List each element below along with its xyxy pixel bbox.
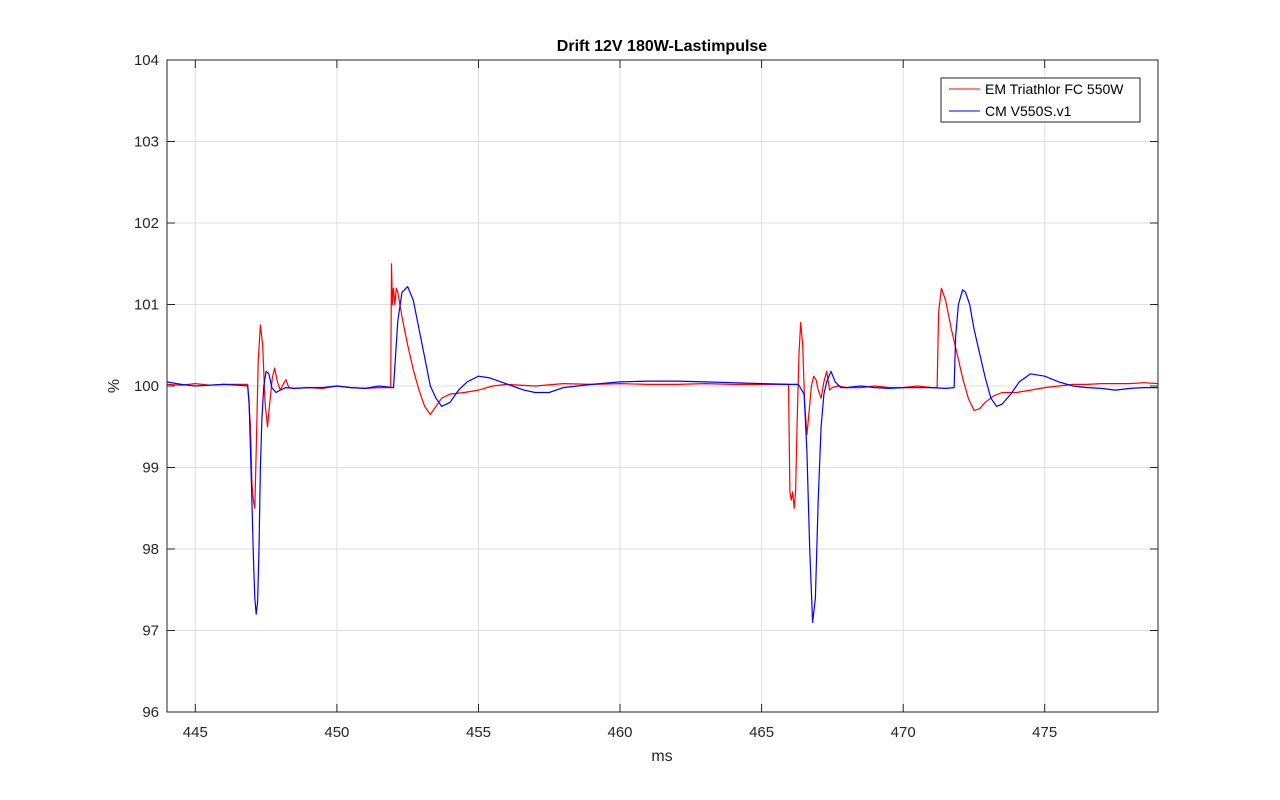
grid: [167, 60, 1158, 712]
x-tick-label: 470: [891, 724, 916, 741]
y-tick-label: 103: [134, 134, 159, 151]
y-tick-label: 101: [134, 297, 159, 314]
x-tick-label: 450: [324, 724, 349, 741]
y-tick-label: 96: [142, 704, 159, 721]
legend-label-cm-v550s: CM V550S.v1: [985, 103, 1072, 119]
x-tick-label: 475: [1032, 724, 1057, 741]
series-line-1: [166, 286, 1158, 624]
chart-title: Drift 12V 180W-Lastimpulse: [557, 38, 768, 55]
x-tick-label: 465: [749, 724, 774, 741]
legend-box: [940, 77, 1141, 123]
series-layer: [166, 263, 1159, 624]
y-tick-label: 100: [134, 378, 159, 395]
y-tick-label: 102: [134, 215, 159, 232]
x-tick-label: 460: [607, 724, 632, 741]
x-tick-label: 455: [466, 724, 491, 741]
y-tick-label: 97: [142, 623, 159, 640]
series-line-0: [166, 263, 1159, 509]
legend: EM Triathlor FC 550W CM V550S.v1: [940, 77, 1141, 123]
y-axis-label: %: [106, 379, 123, 393]
y-tick-label: 99: [142, 460, 159, 477]
legend-label-em-triathlor: EM Triathlor FC 550W: [985, 81, 1124, 97]
x-axis-label: ms: [651, 748, 672, 765]
y-tick-label: 104: [134, 52, 159, 69]
ticks: 445 450 455 460 465 470 475 96 97 98 99 100 101 102 10…: [134, 52, 1158, 741]
y-tick-label: 98: [142, 541, 159, 558]
x-tick-label: 445: [183, 724, 208, 741]
